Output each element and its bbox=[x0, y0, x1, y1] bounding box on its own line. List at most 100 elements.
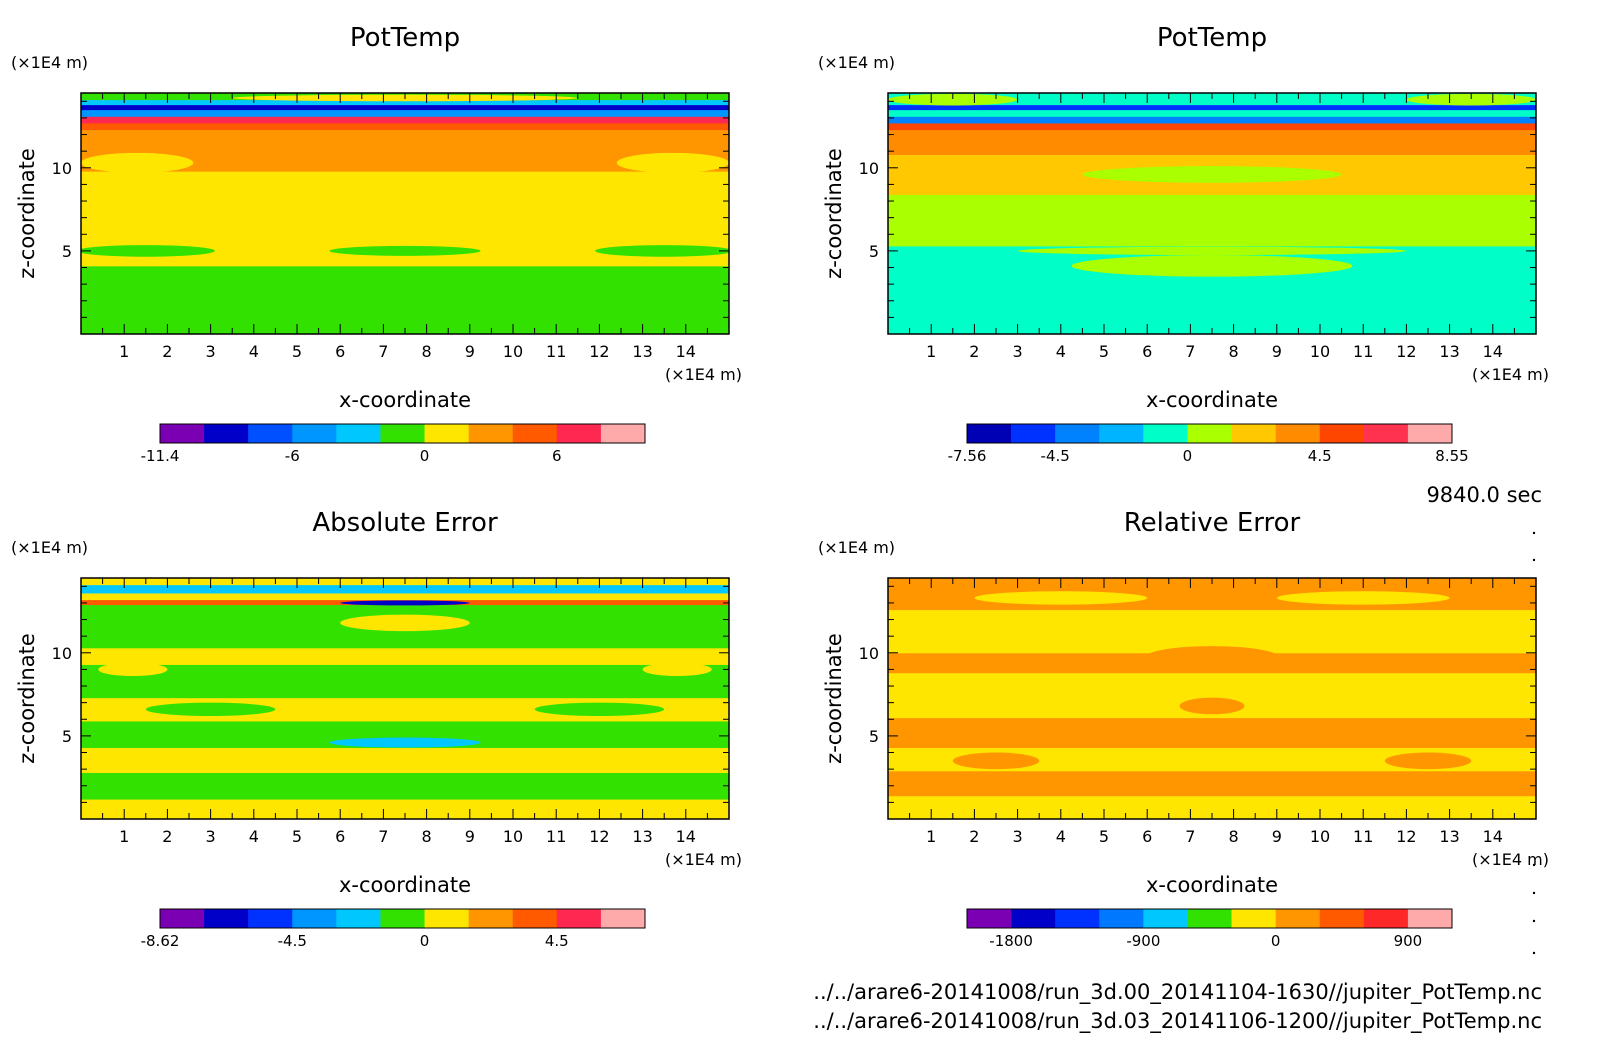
x-tick-label: 12 bbox=[1396, 827, 1416, 846]
colorbar-swatch bbox=[1055, 909, 1100, 928]
contour-field bbox=[888, 578, 1536, 819]
x-tick-label: 11 bbox=[1353, 342, 1373, 361]
colorbar-swatch bbox=[1407, 424, 1453, 443]
x-tick-label: 5 bbox=[1099, 827, 1109, 846]
x-tick-label: 1 bbox=[119, 342, 129, 361]
contour-band bbox=[888, 122, 1536, 131]
x-unit-label: (×1E4 m) bbox=[665, 850, 742, 869]
contour-band bbox=[888, 109, 1536, 117]
x-unit-label: (×1E4 m) bbox=[1472, 365, 1549, 384]
x-tick-label: 10 bbox=[503, 342, 523, 361]
x-axis-label: x-coordinate bbox=[339, 873, 471, 897]
colorbar-swatch bbox=[1275, 424, 1321, 443]
x-tick-label: 8 bbox=[1229, 342, 1239, 361]
x-unit-label: (×1E4 m) bbox=[665, 365, 742, 384]
time-label: 9840.0 sec bbox=[1426, 483, 1542, 507]
y-unit-label: (×1E4 m) bbox=[818, 53, 895, 72]
x-tick-label: 14 bbox=[1483, 827, 1503, 846]
contour-patch bbox=[297, 123, 513, 129]
colorbar-frame bbox=[966, 423, 1453, 444]
colorbar-swatch bbox=[556, 424, 602, 443]
colorbar-swatch bbox=[556, 909, 602, 928]
x-axis-label: x-coordinate bbox=[339, 388, 471, 412]
contour-band bbox=[81, 592, 729, 601]
x-tick-label: 2 bbox=[969, 342, 979, 361]
contour-band bbox=[888, 609, 1536, 654]
colorbar-label: -8.62 bbox=[141, 932, 180, 950]
x-axis-label: x-coordinate bbox=[1146, 388, 1278, 412]
contour-patch bbox=[974, 591, 1148, 605]
contour-patch bbox=[81, 245, 215, 257]
contour-patch bbox=[1419, 141, 1524, 155]
colorbar-swatch bbox=[1231, 909, 1276, 928]
dot-mark bbox=[1532, 558, 1536, 562]
x-tick-label: 12 bbox=[589, 827, 609, 846]
x-tick-label: 8 bbox=[422, 827, 432, 846]
footer-file-1: ../../arare6-20141008/run_3d.00_20141104… bbox=[813, 980, 1542, 1005]
colorbar-swatch bbox=[1275, 909, 1321, 928]
contour-patch bbox=[1147, 646, 1277, 667]
colorbar-swatch bbox=[1187, 424, 1232, 443]
colorbar-swatch bbox=[292, 909, 337, 928]
colorbar-swatch bbox=[1099, 424, 1144, 443]
y-axis-label: z-coordinate bbox=[822, 148, 846, 279]
colorbar-swatch bbox=[1319, 909, 1365, 928]
colorbar-swatch bbox=[967, 909, 1012, 928]
colorbar-frame bbox=[966, 908, 1453, 929]
colorbar: -7.56 -4.5 0 4.5 8.55 bbox=[948, 423, 1469, 465]
x-tick-label: 14 bbox=[676, 342, 696, 361]
contour-band bbox=[81, 99, 729, 106]
colorbar: -11.4 -6 0 6 bbox=[141, 423, 646, 465]
x-tick-label: 11 bbox=[546, 342, 566, 361]
contour-band bbox=[81, 265, 729, 334]
contour-band bbox=[888, 770, 1536, 797]
contour-patch bbox=[1276, 591, 1450, 605]
contour-patch bbox=[642, 662, 712, 677]
colorbar-swatch bbox=[336, 424, 381, 443]
x-tick-label: 6 bbox=[335, 342, 345, 361]
y-tick-label: 10 bbox=[859, 644, 879, 663]
x-tick-label: 1 bbox=[926, 342, 936, 361]
x-tick-label: 13 bbox=[1439, 342, 1459, 361]
y-unit-label: (×1E4 m) bbox=[11, 538, 88, 557]
x-tick-label: 10 bbox=[1310, 827, 1330, 846]
colorbar: -8.62 -4.5 0 4.5 bbox=[141, 908, 646, 950]
contour-patch bbox=[329, 245, 481, 256]
y-unit-label: (×1E4 m) bbox=[818, 538, 895, 557]
contour-band bbox=[81, 647, 729, 665]
contour-patch bbox=[616, 152, 729, 173]
x-tick-label: 11 bbox=[546, 827, 566, 846]
x-tick-label: 14 bbox=[1483, 342, 1503, 361]
y-axis-label: z-coordinate bbox=[822, 633, 846, 764]
plot-title: PotTemp bbox=[350, 23, 460, 53]
colorbar-swatch bbox=[1187, 909, 1232, 928]
x-tick-label: 4 bbox=[1056, 827, 1066, 846]
dot-mark bbox=[1532, 891, 1536, 895]
y-tick-label: 10 bbox=[52, 644, 72, 663]
colorbar-swatch bbox=[424, 909, 469, 928]
y-tick-label: 5 bbox=[62, 727, 72, 746]
contour-band bbox=[888, 194, 1536, 247]
plot-title: Absolute Error bbox=[312, 508, 498, 538]
x-tick-label: 11 bbox=[1353, 827, 1373, 846]
colorbar-label: 4.5 bbox=[1308, 447, 1332, 465]
x-tick-label: 10 bbox=[503, 827, 523, 846]
colorbar-swatch bbox=[468, 909, 514, 928]
colorbar-swatch bbox=[1055, 424, 1100, 443]
colorbar-label: -4.5 bbox=[278, 932, 307, 950]
colorbar-swatch bbox=[204, 909, 249, 928]
x-tick-label: 3 bbox=[206, 342, 216, 361]
y-tick-label: 10 bbox=[52, 159, 72, 178]
colorbar-label: 4.5 bbox=[545, 932, 569, 950]
colorbar-swatch bbox=[600, 909, 646, 928]
contour-patch bbox=[952, 752, 1040, 770]
contour-band bbox=[81, 747, 729, 773]
x-tick-label: 2 bbox=[969, 827, 979, 846]
colorbar-swatch bbox=[1143, 424, 1188, 443]
colorbar-label: 0 bbox=[420, 932, 430, 950]
x-tick-label: 7 bbox=[1185, 342, 1195, 361]
x-tick-label: 13 bbox=[1439, 827, 1459, 846]
colorbar-swatch bbox=[1231, 424, 1276, 443]
